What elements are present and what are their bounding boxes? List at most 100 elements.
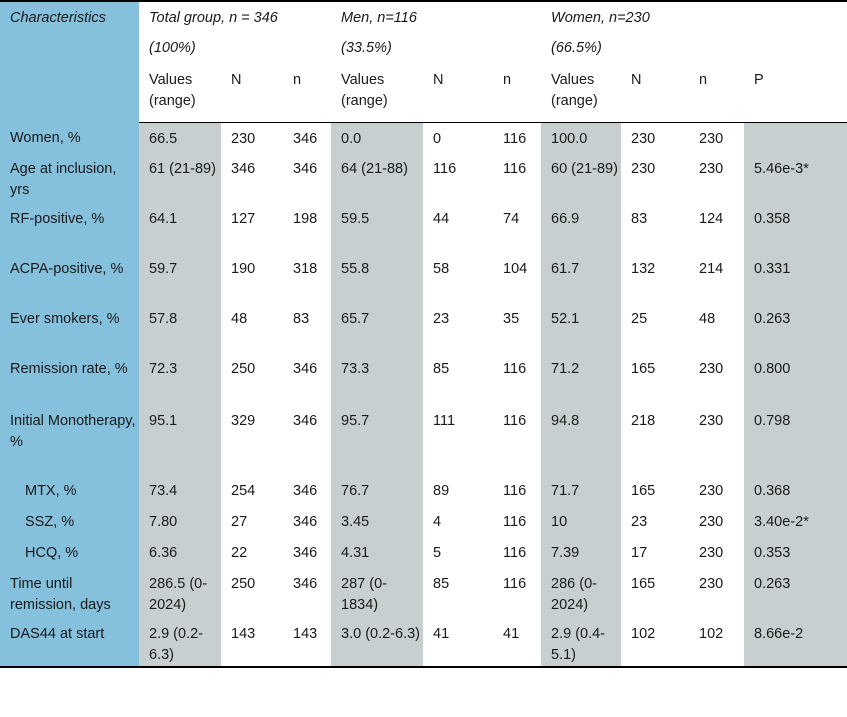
cell-men-value: 65.7 bbox=[331, 303, 424, 353]
subheader-values: Values (range) bbox=[139, 70, 221, 123]
cell-total-value: 73.4 bbox=[139, 475, 221, 506]
cell-total-N: 190 bbox=[231, 261, 256, 277]
cell-p-value: 8.66e-2 bbox=[744, 618, 847, 668]
cell-total-value: 59.7 bbox=[139, 253, 221, 303]
cell-total-n: 346 bbox=[293, 545, 318, 561]
cell-total-value: 64.1 bbox=[139, 203, 221, 253]
header-men: Men, n=116 bbox=[331, 0, 542, 38]
table-row: Initial Monotherapy, % 95.1 329 346 95.7 111 1… bbox=[0, 405, 847, 475]
header-women-pct: (66.5%) bbox=[551, 40, 602, 56]
cell-p-value: 0.798 bbox=[744, 405, 847, 475]
cell-total-n: 198 bbox=[293, 211, 318, 227]
cell-women-value: 71.7 bbox=[541, 475, 622, 506]
cell-total-N: 127 bbox=[231, 211, 256, 227]
table-row: Remission rate, % 72.3 250 346 73.3 85 116 71.2… bbox=[0, 353, 847, 405]
cell-men-N: 89 bbox=[433, 483, 450, 499]
cell-women-N: 102 bbox=[621, 618, 690, 668]
cell-total-value: 57.8 bbox=[139, 303, 221, 353]
cell-women-value: 10 bbox=[541, 506, 622, 537]
header-women: Women, n=230 bbox=[541, 0, 745, 38]
cell-women-N: 165 bbox=[631, 576, 656, 592]
table-row: ACPA-positive, % 59.7 190 318 55.8 58 104 61.7 1… bbox=[0, 253, 847, 303]
cell-total-n: 143 bbox=[283, 618, 332, 668]
cell-women-value: 52.1 bbox=[541, 303, 622, 353]
cell-women-N: 17 bbox=[631, 545, 648, 561]
cell-total-value: 6.36 bbox=[139, 537, 221, 568]
cell-women-N: 218 bbox=[631, 413, 656, 429]
cell-men-N: 85 bbox=[433, 576, 450, 592]
table-body: Women, % 66.5 230 346 0.0 0 116 100.0 230 230 Age … bbox=[0, 122, 847, 668]
cell-p-value: 5.46e-3* bbox=[744, 153, 847, 203]
cell-men-n: 104 bbox=[503, 261, 528, 277]
cell-men-N: 116 bbox=[433, 161, 457, 177]
cell-men-n: 74 bbox=[503, 211, 520, 227]
subheader-P: P bbox=[744, 70, 847, 123]
cell-men-value: 4.31 bbox=[331, 537, 424, 568]
cell-p-value: 0.263 bbox=[744, 568, 847, 618]
cell-women-value: 2.9 (0.4-5.1) bbox=[541, 618, 622, 668]
subheader-values: Values (range) bbox=[541, 70, 622, 123]
cell-men-value: 3.45 bbox=[331, 506, 424, 537]
table-row: RF-positive, % 64.1 127 198 59.5 44 74 66.9 83 12… bbox=[0, 203, 847, 253]
cell-total-n: 346 bbox=[293, 413, 318, 429]
cell-women-n: 230 bbox=[699, 545, 724, 561]
cell-total-n: 346 bbox=[293, 361, 318, 377]
cell-men-n: 41 bbox=[493, 618, 542, 668]
cell-women-n: 214 bbox=[699, 261, 724, 277]
cell-total-value: 72.3 bbox=[139, 353, 221, 405]
cell-men-n: 116 bbox=[503, 361, 527, 377]
cell-women-value: 66.9 bbox=[541, 203, 622, 253]
row-label: Women, % bbox=[0, 122, 139, 153]
cell-women-N: 230 bbox=[631, 130, 656, 147]
cell-total-N: 143 bbox=[221, 618, 283, 668]
row-label: Ever smokers, % bbox=[0, 303, 139, 353]
cell-total-N: 254 bbox=[231, 483, 256, 499]
header-total-pct: (100%) bbox=[149, 40, 196, 56]
cell-total-n: 83 bbox=[293, 311, 310, 327]
cell-women-N: 23 bbox=[631, 514, 648, 530]
cell-men-value: 95.7 bbox=[331, 405, 424, 475]
cell-women-n: 124 bbox=[699, 211, 724, 227]
row-label: Age at inclusion, yrs bbox=[0, 153, 139, 203]
cell-men-N: 41 bbox=[423, 618, 494, 668]
row-label: Remission rate, % bbox=[0, 353, 139, 405]
cell-total-value: 7.80 bbox=[139, 506, 221, 537]
cell-total-n: 346 bbox=[293, 483, 318, 499]
cell-total-n: 318 bbox=[293, 261, 318, 277]
cell-men-value: 76.7 bbox=[331, 475, 424, 506]
cell-men-value: 3.0 (0.2-6.3) bbox=[331, 618, 424, 668]
cell-total-value: 95.1 bbox=[139, 405, 221, 475]
cell-total-N: 48 bbox=[231, 311, 248, 327]
subheader-row: Values (range) N n Values (range) N n Va… bbox=[0, 70, 847, 123]
cell-women-value: 100.0 bbox=[541, 122, 622, 153]
table-row: Time until remission, days 286.5 (0-2024)… bbox=[0, 568, 847, 618]
cell-total-N: 329 bbox=[231, 413, 256, 429]
cell-women-n: 230 bbox=[699, 576, 724, 592]
cell-p-value: 0.263 bbox=[744, 303, 847, 353]
cell-men-N: 4 bbox=[433, 514, 442, 530]
cell-p-value: 0.358 bbox=[744, 203, 847, 253]
subheader-N: N bbox=[621, 70, 690, 123]
cell-men-n: 116 bbox=[503, 576, 527, 592]
row-label: Initial Monotherapy, % bbox=[0, 405, 139, 475]
cell-men-N: 5 bbox=[433, 545, 442, 561]
cell-men-N: 23 bbox=[433, 311, 450, 327]
subheader-values: Values (range) bbox=[331, 70, 424, 123]
cell-women-N: 230 bbox=[631, 161, 656, 177]
cell-men-n: 116 bbox=[503, 483, 527, 499]
subheader-n: n bbox=[493, 70, 542, 123]
cell-women-value: 7.39 bbox=[541, 537, 622, 568]
subheader-n: n bbox=[283, 70, 332, 123]
cell-men-n: 116 bbox=[503, 545, 527, 561]
cell-men-n: 116 bbox=[503, 514, 527, 530]
subheader-n: n bbox=[689, 70, 745, 123]
cell-men-n: 35 bbox=[503, 311, 520, 327]
cell-women-n: 102 bbox=[689, 618, 745, 668]
cell-total-N: 250 bbox=[231, 576, 256, 592]
cell-p-value: 0.800 bbox=[744, 353, 847, 405]
row-label: Time until remission, days bbox=[0, 568, 139, 618]
cell-women-value: 60 (21-89) bbox=[541, 153, 622, 203]
cell-p-value: 0.368 bbox=[744, 475, 847, 506]
table-row: Ever smokers, % 57.8 48 83 65.7 23 35 52.1 25 48 0… bbox=[0, 303, 847, 353]
cell-women-N: 165 bbox=[631, 483, 656, 499]
